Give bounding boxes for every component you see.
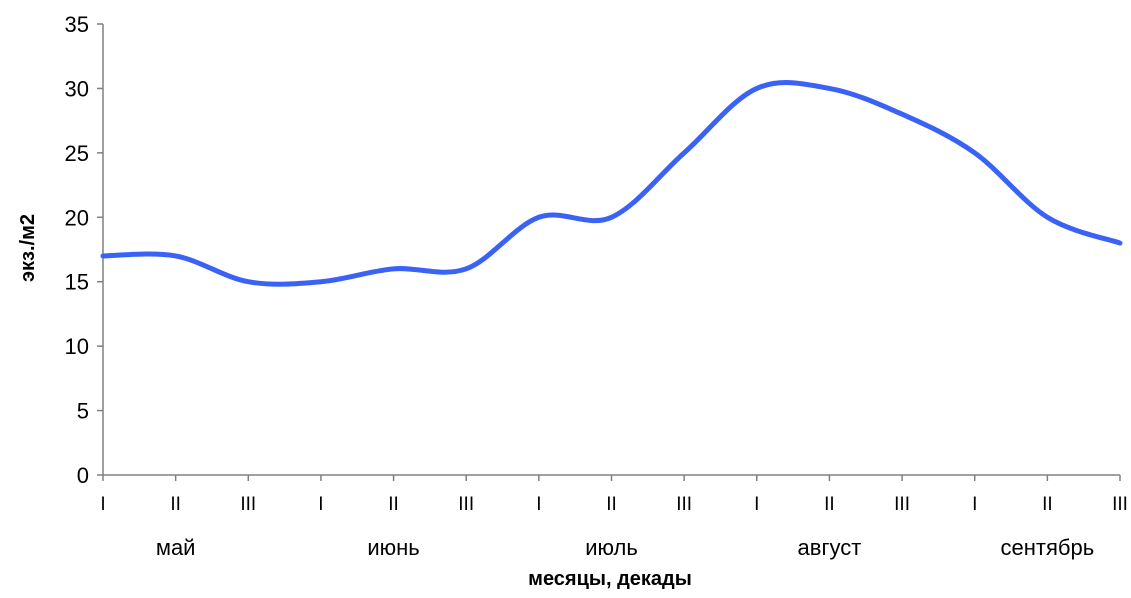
x-tick-label: II — [170, 494, 181, 515]
y-axis-title: экз./м2 — [17, 214, 39, 282]
x-axis-title: месяцы, декады — [528, 568, 692, 590]
axes — [103, 24, 1120, 475]
x-tick-label: III — [1112, 494, 1128, 515]
y-tick-label: 20 — [65, 205, 89, 230]
x-tick-label: III — [458, 494, 474, 515]
month-labels: май июнь июль август сентябрь — [156, 535, 1094, 560]
x-tick-label: I — [754, 494, 759, 515]
y-tick-label: 5 — [77, 399, 89, 424]
x-tick-label: I — [972, 494, 977, 515]
x-tick-label: II — [388, 494, 399, 515]
y-tick-label: 35 — [65, 12, 89, 37]
month-label: июль — [585, 535, 638, 560]
month-label: май — [156, 535, 196, 560]
y-tick-label: 0 — [77, 463, 89, 488]
x-tick-label: II — [824, 494, 835, 515]
x-tick-label: III — [676, 494, 692, 515]
x-tick-label: I — [318, 494, 323, 515]
y-tick-label: 15 — [65, 270, 89, 295]
x-tick-label: I — [100, 494, 105, 515]
y-tick-label: 30 — [65, 76, 89, 101]
series-layer — [103, 83, 1120, 285]
x-tick-label: I — [536, 494, 541, 515]
series-line — [103, 83, 1120, 285]
y-tick-label: 10 — [65, 334, 89, 359]
month-label: июнь — [367, 535, 419, 560]
x-tick-label: II — [1042, 494, 1053, 515]
month-label: август — [798, 535, 862, 560]
month-label: сентябрь — [1001, 535, 1095, 560]
x-tick-label: III — [894, 494, 910, 515]
x-tick-label: II — [606, 494, 617, 515]
x-tick-label: III — [240, 494, 256, 515]
y-axis-ticks: 0 5 10 15 20 25 30 35 — [65, 12, 103, 488]
y-tick-label: 25 — [65, 141, 89, 166]
